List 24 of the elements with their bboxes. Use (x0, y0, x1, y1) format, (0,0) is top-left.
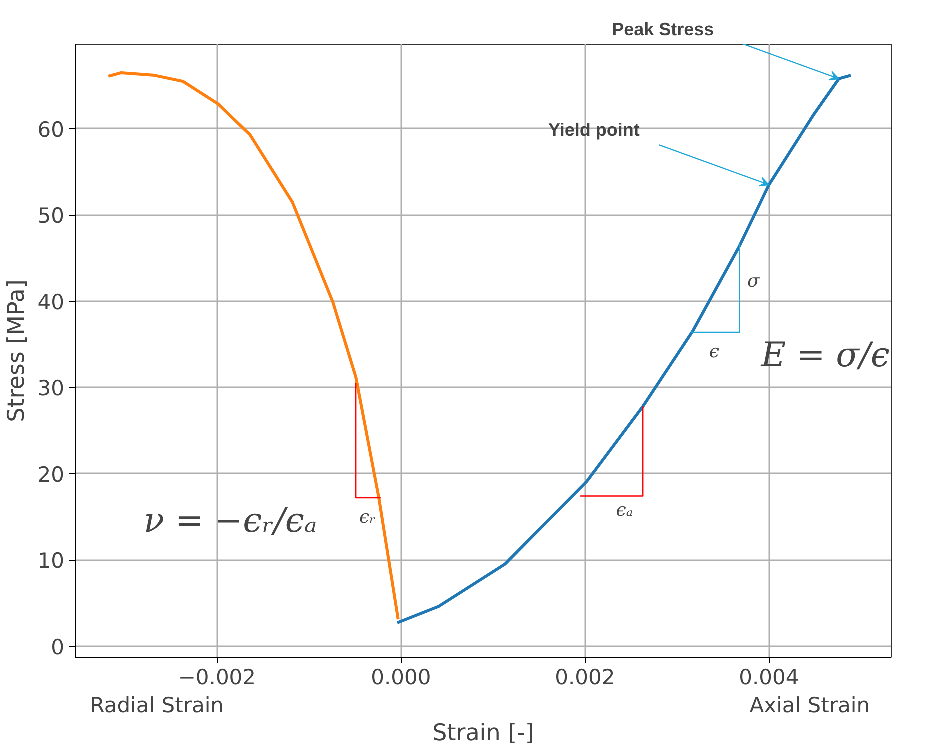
y-tick-label: 60 (38, 118, 65, 142)
annotation: σ (747, 271, 760, 292)
y-axis-title: Stress [MPa] (4, 280, 30, 422)
x-axis-title: Strain [-] (432, 720, 534, 746)
annotation: ν = −ϵᵣ/ϵₐ (144, 500, 318, 541)
annotation: ϵ (709, 342, 720, 363)
annotation: ϵᵣ (359, 507, 376, 528)
x-tick-label: 0.002 (555, 666, 616, 690)
text: Axial Strain (750, 694, 870, 718)
text: Radial Strain (90, 694, 224, 718)
y-tick-label: 10 (38, 549, 65, 574)
annotation: Yield point (548, 120, 640, 140)
line-series (107, 71, 400, 622)
y-tick-label: 0 (51, 635, 65, 660)
annotation: ϵₐ (616, 500, 634, 521)
y-tick-label: 50 (38, 204, 65, 228)
annotation: Peak Stress (612, 20, 714, 40)
annotation: E = σ/ϵ (760, 335, 890, 376)
x-tick-label: 0.004 (739, 666, 800, 690)
y-tick-label: 30 (38, 376, 65, 401)
y-tick-label: 40 (38, 290, 65, 314)
x-tick-label: 0.000 (371, 666, 432, 690)
x-tick-label: −0.002 (178, 666, 256, 690)
y-tick-label: 20 (38, 462, 65, 487)
